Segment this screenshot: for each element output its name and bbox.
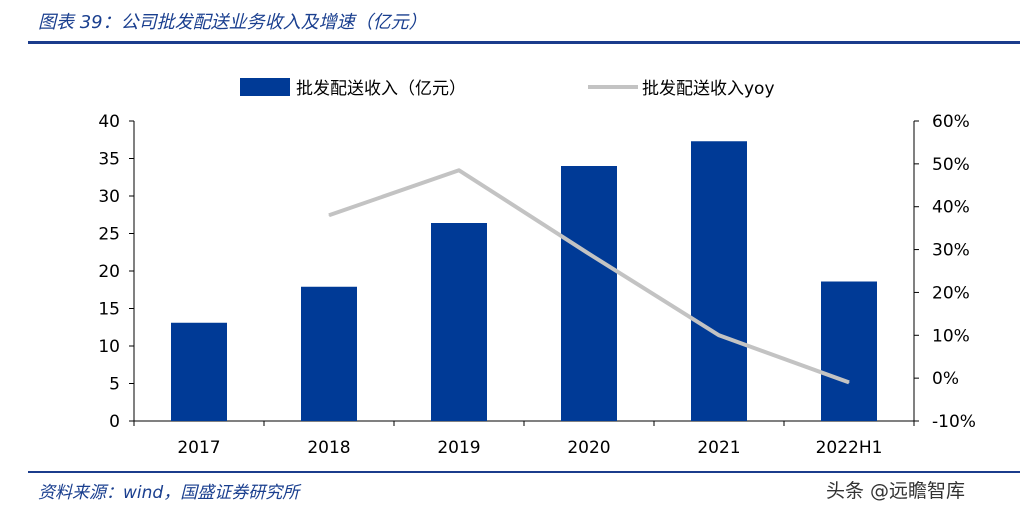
figure-title: 图表 39：公司批发配送业务收入及增速（亿元）	[38, 12, 427, 33]
bar	[691, 141, 747, 421]
x-axis-tick-label: 2021	[697, 438, 740, 458]
source-note: 资料来源：wind，国盛证券研究所	[38, 483, 300, 503]
right-axis-tick-label: 0%	[932, 369, 959, 389]
chart-area: 0 5 10 15 20 25 30 35 40 -10% 0% 10% 20% 30% 40% 50% 60%…	[98, 78, 976, 458]
left-axis-tick-label: 40	[98, 112, 120, 132]
yoy-point	[588, 253, 590, 255]
bar	[561, 166, 617, 421]
yoy-point	[458, 169, 460, 171]
yoy-point	[718, 334, 720, 336]
right-axis-tick-label: 40%	[932, 198, 970, 218]
right-axis-tick-label: 20%	[932, 283, 970, 303]
left-axis-tick-label: 0	[109, 412, 120, 432]
left-axis-tick-label: 20	[98, 262, 120, 282]
bar	[301, 286, 357, 421]
legend-bar-swatch	[240, 78, 290, 96]
left-axis-tick-label: 35	[98, 150, 120, 170]
bar	[431, 223, 487, 421]
right-axis-tick-label: 60%	[932, 112, 970, 132]
left-axis-tick-label: 5	[109, 375, 120, 395]
legend-bar-label: 批发配送收入（亿元）	[296, 79, 466, 99]
yoy-point	[328, 214, 330, 216]
left-axis-tick-label: 30	[98, 187, 120, 207]
top-rule	[28, 41, 1020, 44]
bar	[821, 281, 877, 421]
left-axis-tick-label: 25	[98, 225, 120, 245]
bottom-rule	[28, 471, 1020, 473]
right-axis-tick-label: 30%	[932, 241, 970, 261]
left-axis-tick-label: 15	[98, 300, 120, 320]
yoy-point	[848, 381, 850, 383]
right-axis-tick-label: -10%	[932, 412, 976, 432]
right-axis-tick-label: 50%	[932, 155, 970, 175]
watermark: 头条 @远瞻智库	[826, 480, 966, 502]
left-axis-tick-label: 10	[98, 337, 120, 357]
x-axis-tick-label: 2017	[177, 438, 220, 458]
right-axis-tick-label: 10%	[932, 326, 970, 346]
bar	[171, 322, 227, 421]
x-axis-tick-label: 2018	[307, 438, 350, 458]
x-axis-tick-label: 2020	[567, 438, 610, 458]
x-axis-tick-label: 2019	[437, 438, 480, 458]
x-axis-tick-label: 2022H1	[816, 438, 883, 458]
legend-line-label: 批发配送收入yoy	[642, 79, 775, 99]
